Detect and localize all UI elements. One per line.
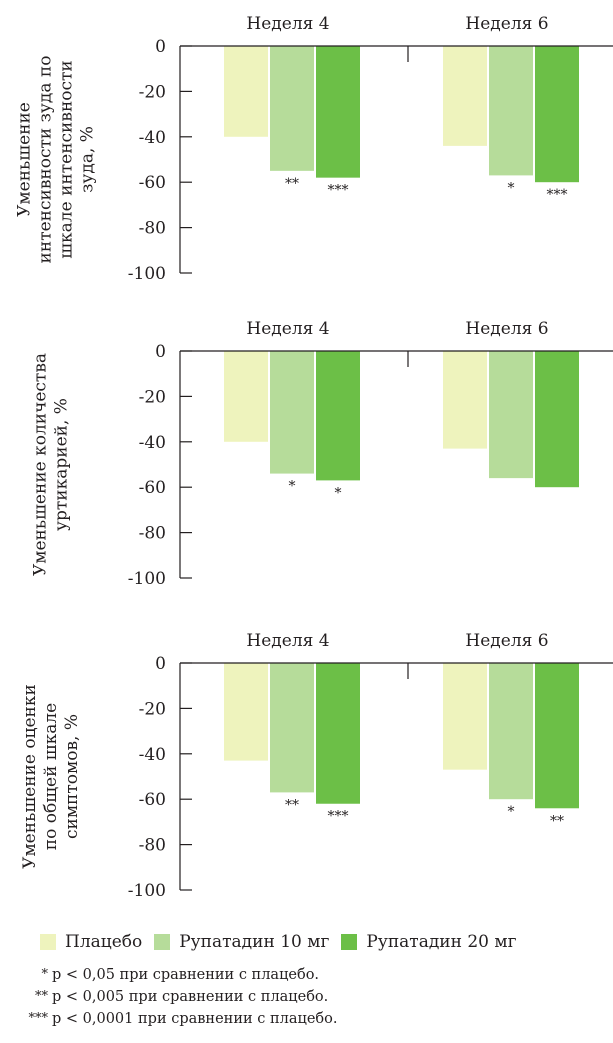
category-label: Неделя 6 (465, 14, 548, 34)
y-axis-label: интенсивности зуда по (36, 56, 56, 264)
bar-3-1-2 (270, 663, 314, 793)
category-label: Неделя 4 (246, 631, 329, 651)
y-tick-label: 0 (155, 342, 166, 362)
y-tick-label: -80 (139, 836, 166, 856)
legend-item-rupatadine-10: Рупатадин 10 мг (154, 932, 329, 952)
legend-swatch-rupatadine-10 (154, 934, 171, 950)
y-tick-label: -80 (139, 524, 166, 544)
footnote-marker: ** (35, 989, 48, 1004)
bar-1-1-3 (316, 46, 360, 178)
bar-2-2-3 (535, 351, 579, 488)
legend: Плацебо Рупатадин 10 мг Рупатадин 20 мг (40, 930, 613, 954)
y-tick-label: 0 (155, 654, 166, 674)
charts-canvas: ** ***Неделя 4* ***Неделя 60-20-40-60-80-1… (15, 14, 613, 901)
bar-3-2-2 (489, 663, 533, 800)
y-tick-label: -20 (139, 699, 166, 719)
footnote-text: p < 0,005 при сравнении с плацебо. (52, 989, 329, 1005)
bar-2-2-1 (443, 351, 487, 449)
y-tick-label: -60 (139, 478, 166, 498)
y-tick-label: -100 (128, 881, 166, 901)
y-tick-label: -100 (128, 264, 166, 284)
y-tick-label: -40 (139, 745, 166, 765)
y-axis-label: Уменьшение (15, 102, 35, 217)
significance-marker: *** (328, 809, 349, 825)
y-tick-label: -60 (139, 790, 166, 810)
y-axis-label: Уменьшение количества (31, 353, 51, 576)
category-label: Неделя 6 (465, 631, 548, 651)
footnote-marker: *** (28, 1011, 49, 1026)
footnote-2: ** p < 0,005 при сравнении с плацебо. (10, 986, 338, 1008)
y-tick-label: -60 (139, 173, 166, 193)
footnote-text: p < 0,05 при сравнении с плацебо. (52, 967, 320, 983)
category-label: Неделя 6 (465, 319, 548, 339)
y-axis-label: уртикарией, % (52, 398, 72, 531)
category-label: Неделя 4 (246, 14, 329, 34)
y-tick-label: 0 (155, 37, 166, 57)
y-tick-label: -100 (128, 569, 166, 589)
significance-marker: ** (550, 813, 564, 829)
footnote-1: * p < 0,05 при сравнении с плацебо. (10, 964, 338, 986)
bar-3-1-3 (316, 663, 360, 804)
significance-marker: * (508, 804, 515, 820)
category-label: Неделя 4 (246, 319, 329, 339)
significance-marker: * (289, 479, 296, 495)
y-axis-label: шкале интенсивности (57, 60, 77, 259)
bar-3-2-3 (535, 663, 579, 809)
legend-swatch-placebo (40, 934, 56, 950)
bar-1-1-2 (270, 46, 314, 171)
footnote-text: p < 0,0001 при сравнении с плацебо. (52, 1011, 338, 1027)
significance-marker: *** (547, 187, 568, 203)
bar-2-1-3 (316, 351, 360, 481)
legend-item-rupatadine-20: Рупатадин 20 мг (341, 932, 517, 952)
footnote-marker: * (41, 967, 49, 982)
bar-1-2-1 (443, 46, 487, 146)
footnote-3: *** p < 0,0001 при сравнении с плацебо. (10, 1008, 338, 1030)
bar-1-2-3 (535, 46, 579, 183)
bar-2-1-2 (270, 351, 314, 474)
significance-marker: *** (328, 183, 349, 199)
y-axis-label: симптомов, % (62, 714, 82, 839)
y-tick-label: -20 (139, 387, 166, 407)
bar-1-1-1 (224, 46, 268, 137)
significance-marker: ** (285, 176, 299, 192)
y-tick-label: -80 (139, 219, 166, 239)
y-axis-label: Уменьшение оценки (20, 684, 40, 869)
y-axis-label: зуда, % (78, 126, 98, 193)
bar-2-2-2 (489, 351, 533, 479)
y-tick-label: -20 (139, 82, 166, 102)
y-tick-label: -40 (139, 433, 166, 453)
y-tick-label: -40 (139, 128, 166, 148)
footnotes: * p < 0,05 при сравнении с плацебо. ** p… (10, 964, 338, 1030)
legend-label-rupatadine-10: Рупатадин 10 мг (179, 932, 330, 952)
significance-marker: * (508, 180, 515, 196)
legend-label-placebo: Плацебо (65, 932, 143, 952)
significance-marker: * (335, 485, 342, 501)
legend-label-rupatadine-20: Рупатадин 20 мг (366, 932, 517, 952)
bar-2-1-1 (224, 351, 268, 442)
legend-swatch-rupatadine-20 (341, 934, 358, 950)
bar-3-1-1 (224, 663, 268, 761)
y-axis-label: по общей шкале (41, 703, 61, 850)
legend-item-placebo: Плацебо (40, 932, 142, 952)
bar-3-2-1 (443, 663, 487, 770)
significance-marker: ** (285, 797, 299, 813)
bar-1-2-2 (489, 46, 533, 176)
